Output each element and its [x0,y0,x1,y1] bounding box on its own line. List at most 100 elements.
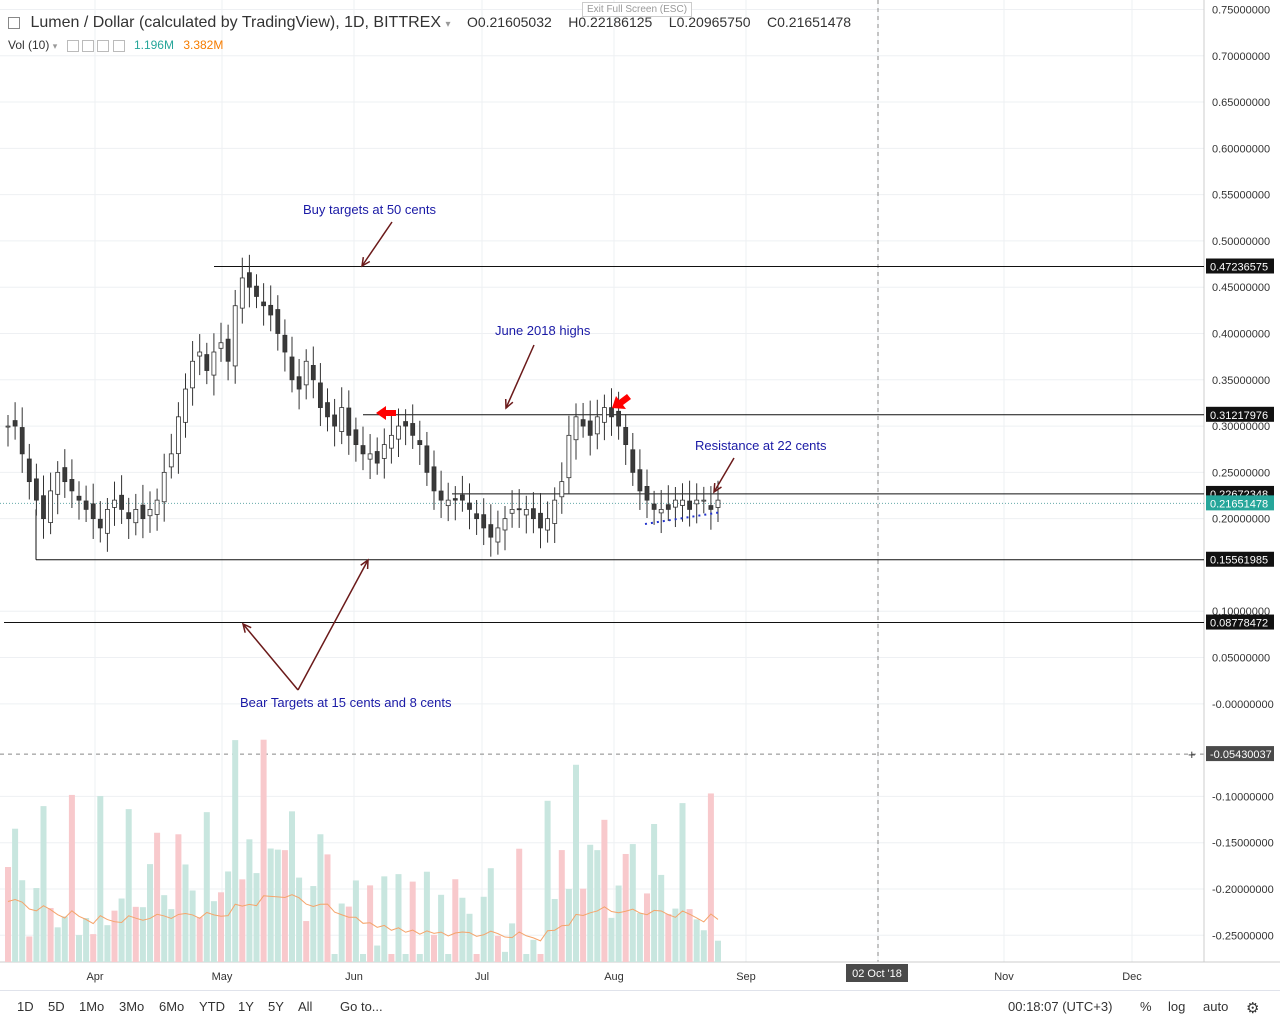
chevron-down-icon[interactable]: ▾ [52,41,58,51]
candle-body [140,504,146,520]
tf-5y[interactable]: 5Y [268,999,284,1014]
candle-body [268,304,274,316]
candle-body [183,388,188,423]
annot-june-highs: June 2018 highs [495,323,591,338]
volume-bar [239,879,246,962]
candle-body [694,499,700,505]
annotation-arrow [242,623,299,691]
volume-bar [530,939,537,962]
volume-bar [310,886,317,962]
gear-icon[interactable]: ⚙ [1246,1000,1260,1017]
candle-body [197,351,203,357]
candle-body [474,513,480,520]
label-support1-box [1206,551,1274,567]
volume-bar [352,880,359,962]
candle-body [396,425,401,440]
volume-ma-line [7,894,719,942]
candle-body [175,416,181,455]
volume-bar [33,888,40,962]
settings-icon[interactable] [81,39,94,52]
volume-bar [281,850,288,962]
label-support2-box [1206,614,1274,630]
tf-1y[interactable]: 1Y [238,999,254,1014]
add-icon[interactable] [97,39,110,52]
tf-1d[interactable]: 1D [17,999,34,1014]
volume-label: Vol (10) [8,38,50,52]
candle-body [367,453,373,460]
goto-button[interactable]: Go to... [340,999,383,1014]
candle-body [381,444,387,459]
volume-bar [210,901,217,962]
candle-body [19,427,25,455]
candle-body [594,416,600,435]
price-tick: -0.00000000 [1212,699,1274,711]
volume-bar [68,794,75,962]
annotation-arrow [713,457,735,493]
annotation-arrow [505,344,535,409]
label-last-price: 0.21651478 [1210,498,1268,510]
chart-header: Lumen / Dollar (calculated by TradingVie… [8,14,851,32]
log-toggle[interactable]: log [1168,999,1186,1014]
time-tick: Dec [1122,971,1142,983]
candle-body [161,471,167,503]
time-tick: Nov [994,971,1014,983]
volume-bar [267,848,274,962]
chevron-down-icon[interactable]: ▾ [445,19,451,30]
volume-bar [509,923,516,962]
volume-bar [686,909,693,962]
collapse-icon[interactable] [8,16,20,29]
candle-body [211,351,217,376]
candle-body [552,499,558,524]
volume-bar [693,919,700,962]
candle-body [147,509,153,517]
open-value: O0.21605032 [466,14,552,30]
volume-bar [61,916,68,962]
volume-bar [331,954,338,962]
candle-body [353,429,359,445]
exit-fullscreen-hint[interactable]: Exit Full Screen (ESC) [582,2,693,17]
volume-bar [338,903,345,962]
tf-5d[interactable]: 5D [48,999,65,1014]
volume-bar [402,954,409,962]
time-highlight: 02 Oct '18 [852,968,902,980]
volume-bar [196,917,203,962]
volume-bar [189,890,196,962]
volume-bar [274,849,281,962]
auto-toggle[interactable]: auto [1203,999,1229,1014]
tf-ytd[interactable]: YTD [199,999,225,1014]
label-res-high-box [1206,258,1274,274]
volume-bar [395,874,402,962]
candle-body [658,509,664,514]
volume-bar [615,885,622,962]
candle-body [254,285,259,297]
volume-bar [658,874,665,962]
eye-icon[interactable] [66,39,79,52]
volume-bar [83,918,90,962]
tf-all[interactable]: All [298,999,313,1014]
tf-3mo[interactable]: 3Mo [119,999,145,1014]
low-value: L0.20965750 [668,14,751,30]
tf-6mo[interactable]: 6Mo [159,999,185,1014]
arrow-head [504,398,514,410]
percent-toggle[interactable]: % [1140,999,1152,1014]
tf-1mo[interactable]: 1Mo [79,999,105,1014]
volume-bar [445,954,452,962]
close-icon[interactable] [112,39,125,52]
candle-body [41,495,46,520]
volume-bar [225,871,232,962]
candle-body [346,407,352,436]
close-value: C0.21651478 [767,14,852,30]
volume-bar [700,930,707,962]
candle-body [76,495,82,501]
candle-body [83,500,89,510]
candle-body [360,445,366,455]
volume-bar [345,906,352,962]
candle-body [105,509,110,534]
volume-legend: Vol (10) ▾ 1.196M 3.382M [8,38,223,52]
candle-body [133,509,139,524]
candle-body [62,467,68,483]
clock: 00:18:07 (UTC+3) [1008,999,1113,1014]
horizontal-levels [0,266,1204,624]
candle-body [573,416,579,441]
